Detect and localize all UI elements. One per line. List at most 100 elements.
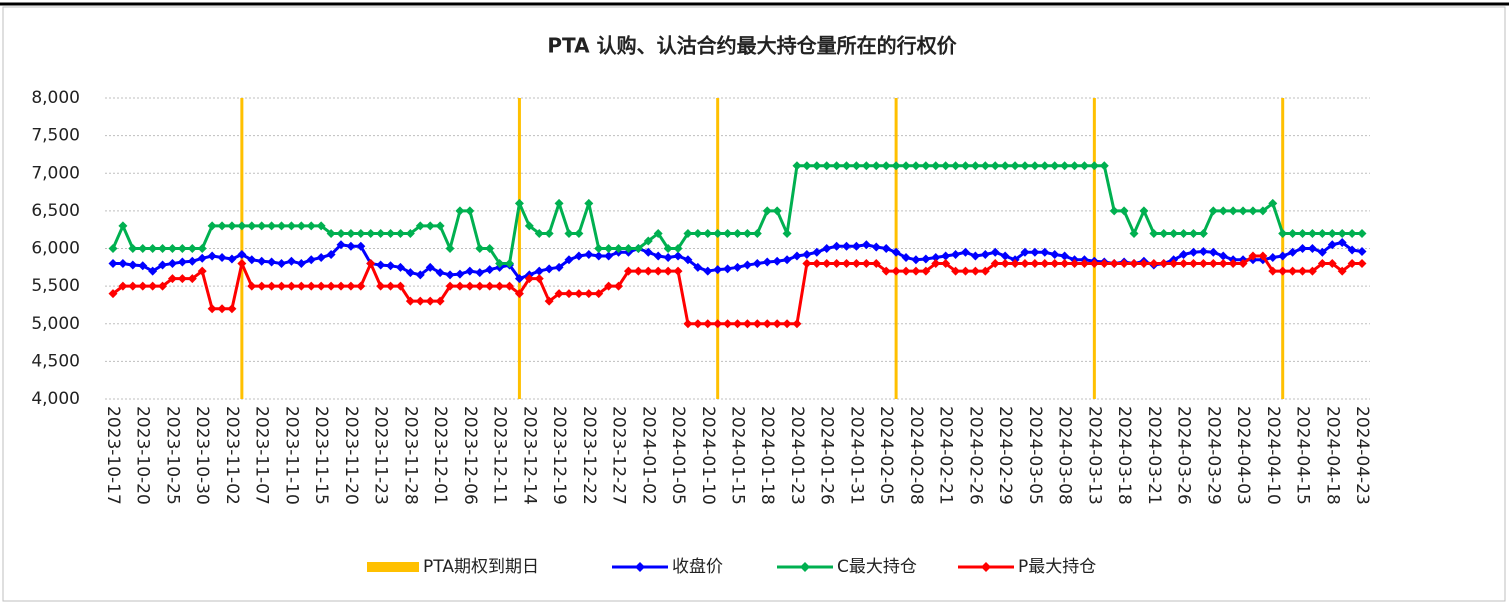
point-marker	[1337, 237, 1347, 247]
point-marker	[911, 161, 921, 171]
point-marker	[960, 247, 970, 257]
point-marker	[346, 228, 356, 238]
point-marker	[683, 228, 693, 238]
x-tick-label: 2024-01-23	[787, 406, 807, 505]
point-marker	[207, 304, 217, 314]
point-marker	[861, 161, 871, 171]
point-marker	[148, 266, 158, 276]
point-marker	[1119, 259, 1129, 269]
point-marker	[822, 259, 832, 269]
point-marker	[1258, 251, 1268, 261]
point-marker	[1327, 228, 1337, 238]
point-marker	[128, 260, 138, 270]
x-tick-label: 2023-10-20	[133, 406, 153, 505]
point-marker	[921, 161, 931, 171]
point-marker	[148, 281, 158, 291]
point-marker	[316, 221, 326, 231]
x-tick-label: 2023-10-25	[162, 406, 182, 505]
point-marker	[733, 262, 742, 272]
point-marker	[792, 161, 802, 171]
point-marker	[733, 319, 742, 329]
point-marker	[772, 319, 782, 329]
point-marker	[534, 228, 544, 238]
point-marker	[812, 259, 822, 269]
point-marker	[782, 228, 792, 238]
legend-label: C最大持仓	[837, 557, 917, 577]
point-marker	[336, 240, 346, 250]
x-tick-label: 2023-12-06	[460, 406, 480, 505]
point-marker	[851, 259, 861, 269]
point-marker	[891, 247, 901, 257]
point-marker	[425, 296, 435, 306]
point-marker	[1357, 259, 1367, 269]
point-marker	[1307, 244, 1317, 253]
point-marker	[1179, 228, 1189, 238]
point-marker	[495, 281, 505, 291]
point-marker	[960, 161, 970, 171]
x-tick-label: 2023-11-23	[371, 406, 391, 505]
point-marker	[594, 289, 604, 299]
x-tick-label: 2024-02-26	[965, 406, 985, 505]
point-marker	[1198, 259, 1208, 269]
point-marker	[1179, 259, 1189, 269]
x-tick-label: 2024-01-15	[728, 406, 748, 505]
point-marker	[574, 251, 584, 261]
point-marker	[861, 259, 871, 269]
point-marker	[415, 270, 425, 280]
point-marker	[1079, 161, 1089, 171]
point-marker	[871, 161, 881, 171]
point-marker	[1347, 228, 1357, 238]
point-marker	[1000, 259, 1010, 269]
x-tick-label: 2023-10-17	[103, 406, 123, 505]
point-marker	[733, 228, 742, 238]
point-marker	[683, 255, 693, 265]
x-tick-label: 2024-03-21	[1144, 406, 1164, 505]
point-marker	[782, 255, 792, 265]
x-tick-label: 2024-01-02	[638, 406, 658, 505]
point-marker	[990, 247, 1000, 257]
point-marker	[118, 259, 128, 269]
point-marker	[415, 296, 425, 306]
point-marker	[1347, 245, 1357, 255]
x-tick-label: 2024-03-08	[1055, 406, 1075, 505]
point-marker	[138, 261, 148, 271]
x-tick-label: 2024-03-29	[1203, 406, 1223, 505]
point-marker	[1278, 228, 1288, 238]
point-marker	[445, 281, 455, 291]
point-marker	[356, 228, 366, 238]
x-tick-label: 2024-04-15	[1293, 406, 1313, 505]
point-marker	[881, 266, 891, 276]
x-tick-label: 2024-01-10	[698, 406, 718, 505]
point-marker	[881, 161, 891, 171]
point-marker	[951, 250, 961, 260]
point-marker	[643, 266, 653, 276]
x-tick-label: 2023-11-15	[311, 406, 331, 505]
point-marker	[891, 161, 901, 171]
point-marker	[257, 281, 267, 291]
point-marker	[1188, 259, 1198, 269]
point-marker	[1327, 240, 1337, 250]
point-marker	[148, 244, 158, 253]
point-marker	[207, 251, 217, 261]
point-marker	[1040, 161, 1050, 171]
point-marker	[1179, 250, 1189, 260]
point-marker	[514, 289, 524, 299]
point-marker	[1248, 251, 1258, 261]
point-marker	[1159, 228, 1169, 238]
point-marker	[792, 319, 802, 329]
point-marker	[1288, 228, 1298, 238]
point-marker	[286, 221, 296, 231]
point-marker	[445, 244, 455, 253]
point-marker	[158, 281, 168, 291]
point-marker	[485, 244, 495, 253]
point-marker	[623, 266, 633, 276]
point-marker	[1198, 247, 1208, 257]
point-marker	[752, 259, 762, 269]
point-marker	[455, 269, 465, 279]
point-marker	[435, 221, 445, 231]
y-tick-label: 5,000	[31, 314, 80, 334]
point-marker	[237, 221, 247, 231]
point-marker	[1337, 228, 1347, 238]
point-marker	[564, 289, 574, 299]
